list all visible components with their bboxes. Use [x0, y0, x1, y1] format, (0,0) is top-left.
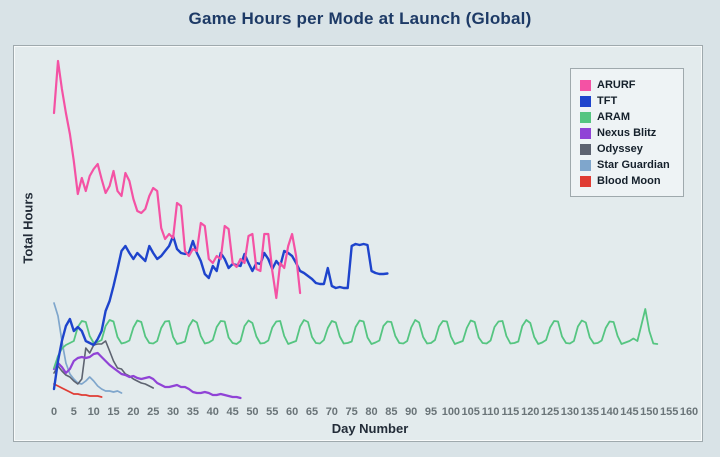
series-line-aram: [53, 308, 659, 369]
legend-label: Star Guardian: [597, 159, 670, 171]
x-tick-label: 100: [441, 406, 461, 418]
legend-label: Blood Moon: [597, 175, 661, 187]
legend-item-tft: TFT: [580, 93, 674, 109]
legend-item-odyssey: Odyssey: [580, 141, 674, 157]
legend-item-star-guardian: Star Guardian: [580, 157, 674, 173]
x-tick-label: 105: [461, 406, 480, 418]
x-tick-label: 80: [365, 406, 378, 418]
legend-swatch: [580, 111, 591, 123]
x-tick-label: 35: [186, 406, 200, 418]
x-tick-label: 140: [600, 406, 619, 418]
x-tick-label: 15: [107, 406, 120, 418]
series-line-blood-moon: [53, 383, 103, 398]
legend-label: ARAM: [597, 111, 630, 123]
x-tick-label: 115: [501, 406, 520, 418]
x-tick-label: 25: [147, 406, 160, 418]
legend-label: ARURF: [597, 79, 636, 91]
legend-swatch: [580, 175, 591, 187]
x-tick-label: 30: [166, 406, 180, 418]
x-tick-label: 60: [286, 406, 299, 418]
legend-swatch: [580, 127, 591, 139]
legend-label: Nexus Blitz: [597, 127, 657, 139]
x-tick-label: 150: [640, 406, 659, 418]
x-tick-label: 95: [424, 406, 438, 418]
x-tick-label: 155: [659, 406, 679, 418]
x-tick-label: 125: [540, 406, 560, 418]
legend-item-blood-moon: Blood Moon: [580, 173, 674, 189]
series-line-nexus-blitz: [52, 351, 242, 400]
x-tick-label: 20: [127, 406, 140, 418]
x-tick-label: 130: [560, 406, 580, 418]
legend-swatch: [580, 79, 591, 91]
chart-title: Game Hours per Mode at Launch (Global): [188, 9, 532, 28]
x-tick-label: 50: [246, 406, 259, 418]
x-tick-label: 55: [266, 406, 279, 418]
x-tick-label: 145: [620, 406, 639, 418]
legend-label: TFT: [597, 95, 618, 107]
x-tick-label: 70: [325, 406, 338, 418]
legend-item-arurf: ARURF: [580, 77, 674, 93]
x-tick-label: 10: [87, 406, 100, 418]
x-tick-label: 75: [345, 406, 358, 418]
plot-area: Total Hours 0 5 10 15 20 25 30 35 40 45 50 55 60 65 70…: [13, 45, 703, 442]
x-tick-label: 135: [580, 406, 599, 418]
x-axis-label: Day Number: [331, 421, 409, 436]
legend-item-nexus-blitz: Nexus Blitz: [580, 125, 674, 141]
chart-canvas: [52, 59, 659, 400]
x-tick-label: 65: [305, 406, 319, 418]
x-tick-label: 45: [226, 406, 239, 418]
x-tick-label: 40: [206, 406, 219, 418]
series-line-star-guardian: [53, 302, 123, 394]
legend-swatch: [580, 159, 591, 171]
x-tick-label: 5: [70, 406, 77, 418]
x-tick-label: 110: [481, 406, 500, 418]
legend-item-aram: ARAM: [580, 109, 674, 125]
x-tick-label: 160: [679, 406, 699, 418]
series-line-arurf: [52, 59, 302, 300]
x-tick-label: 85: [385, 406, 398, 418]
legend: ARURF TFT ARAM Nexus Blitz Odyssey Star Guard…: [570, 68, 684, 197]
x-tick-label: 120: [521, 406, 540, 418]
x-tick-label: 90: [405, 406, 418, 418]
x-tick-label: 0: [50, 406, 58, 418]
legend-label: Odyssey: [597, 143, 643, 155]
y-axis-label: Total Hours: [20, 192, 36, 264]
legend-swatch: [580, 143, 591, 155]
legend-swatch: [580, 95, 591, 107]
series-line-odyssey: [53, 340, 154, 389]
